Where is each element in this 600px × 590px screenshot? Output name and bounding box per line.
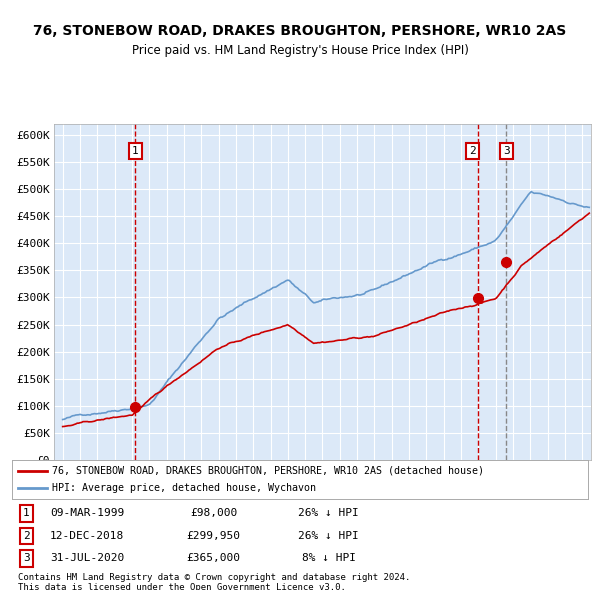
Text: HPI: Average price, detached house, Wychavon: HPI: Average price, detached house, Wych… <box>52 483 316 493</box>
Text: 8% ↓ HPI: 8% ↓ HPI <box>302 553 356 563</box>
Text: Contains HM Land Registry data © Crown copyright and database right 2024.: Contains HM Land Registry data © Crown c… <box>18 573 410 582</box>
Text: 26% ↓ HPI: 26% ↓ HPI <box>298 531 359 541</box>
Text: This data is licensed under the Open Government Licence v3.0.: This data is licensed under the Open Gov… <box>18 583 346 590</box>
Text: £299,950: £299,950 <box>187 531 241 541</box>
Text: 09-MAR-1999: 09-MAR-1999 <box>50 509 124 519</box>
Text: 3: 3 <box>503 146 510 156</box>
Text: 2: 2 <box>469 146 476 156</box>
Text: 26% ↓ HPI: 26% ↓ HPI <box>298 509 359 519</box>
Text: £98,000: £98,000 <box>190 509 237 519</box>
Text: £365,000: £365,000 <box>187 553 241 563</box>
Text: Price paid vs. HM Land Registry's House Price Index (HPI): Price paid vs. HM Land Registry's House … <box>131 44 469 57</box>
Text: 31-JUL-2020: 31-JUL-2020 <box>50 553 124 563</box>
Text: 1: 1 <box>132 146 139 156</box>
Text: 3: 3 <box>23 553 30 563</box>
Text: 12-DEC-2018: 12-DEC-2018 <box>50 531 124 541</box>
Text: 76, STONEBOW ROAD, DRAKES BROUGHTON, PERSHORE, WR10 2AS (detached house): 76, STONEBOW ROAD, DRAKES BROUGHTON, PER… <box>52 466 484 476</box>
Text: 76, STONEBOW ROAD, DRAKES BROUGHTON, PERSHORE, WR10 2AS: 76, STONEBOW ROAD, DRAKES BROUGHTON, PER… <box>34 24 566 38</box>
Text: 2: 2 <box>23 531 30 541</box>
Text: 1: 1 <box>23 509 30 519</box>
